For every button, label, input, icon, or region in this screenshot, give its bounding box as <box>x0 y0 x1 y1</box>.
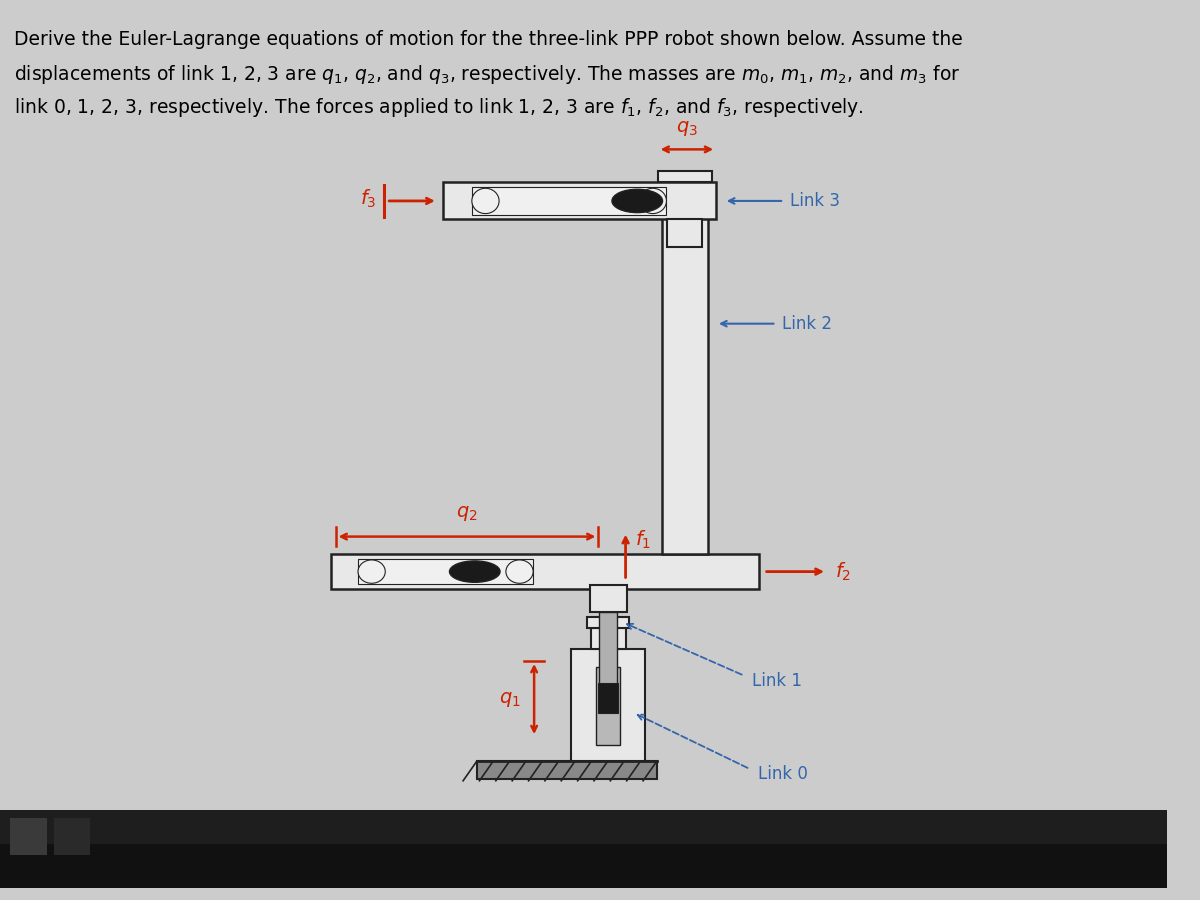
Text: Link 1: Link 1 <box>752 671 802 689</box>
Bar <box>54 818 90 855</box>
Bar <box>661 183 708 554</box>
Bar <box>667 220 702 247</box>
Text: $f_3$: $f_3$ <box>360 188 377 210</box>
Ellipse shape <box>358 560 385 583</box>
Bar <box>443 183 716 220</box>
Text: $q_3$: $q_3$ <box>676 119 698 138</box>
Text: $f_2$: $f_2$ <box>835 561 851 583</box>
Bar <box>658 171 712 183</box>
Bar <box>0 844 1168 887</box>
Ellipse shape <box>640 188 666 213</box>
Bar <box>476 761 656 778</box>
Bar <box>0 810 1168 863</box>
Ellipse shape <box>506 560 533 583</box>
Text: Link 3: Link 3 <box>790 192 840 210</box>
Text: Link 0: Link 0 <box>758 765 808 783</box>
Ellipse shape <box>450 561 500 582</box>
Bar <box>587 617 630 628</box>
Bar <box>10 818 47 855</box>
Bar <box>571 650 646 761</box>
Text: Derive the Euler-Lagrange equations of motion for the three-link PPP robot shown: Derive the Euler-Lagrange equations of m… <box>13 30 962 49</box>
Text: $f_1$: $f_1$ <box>635 528 652 551</box>
Bar <box>589 585 626 613</box>
Ellipse shape <box>472 188 499 213</box>
Text: link 0, 1, 2, 3, respectively. The forces applied to link 1, 2, 3 are $f_1$, $f_: link 0, 1, 2, 3, respectively. The force… <box>13 96 864 119</box>
Text: $q_1$: $q_1$ <box>499 689 521 708</box>
Text: displacements of link 1, 2, 3 are $q_1$, $q_2$, and $q_3$, respectively. The mas: displacements of link 1, 2, 3 are $q_1$,… <box>13 63 960 86</box>
Bar <box>590 628 625 650</box>
Text: Link 2: Link 2 <box>782 315 833 333</box>
Bar <box>472 187 666 214</box>
Text: $q_2$: $q_2$ <box>456 504 478 523</box>
Bar <box>358 559 533 584</box>
Bar <box>596 667 619 745</box>
Bar <box>331 554 758 590</box>
Ellipse shape <box>612 189 662 212</box>
Bar <box>599 683 618 713</box>
Bar <box>599 613 617 698</box>
